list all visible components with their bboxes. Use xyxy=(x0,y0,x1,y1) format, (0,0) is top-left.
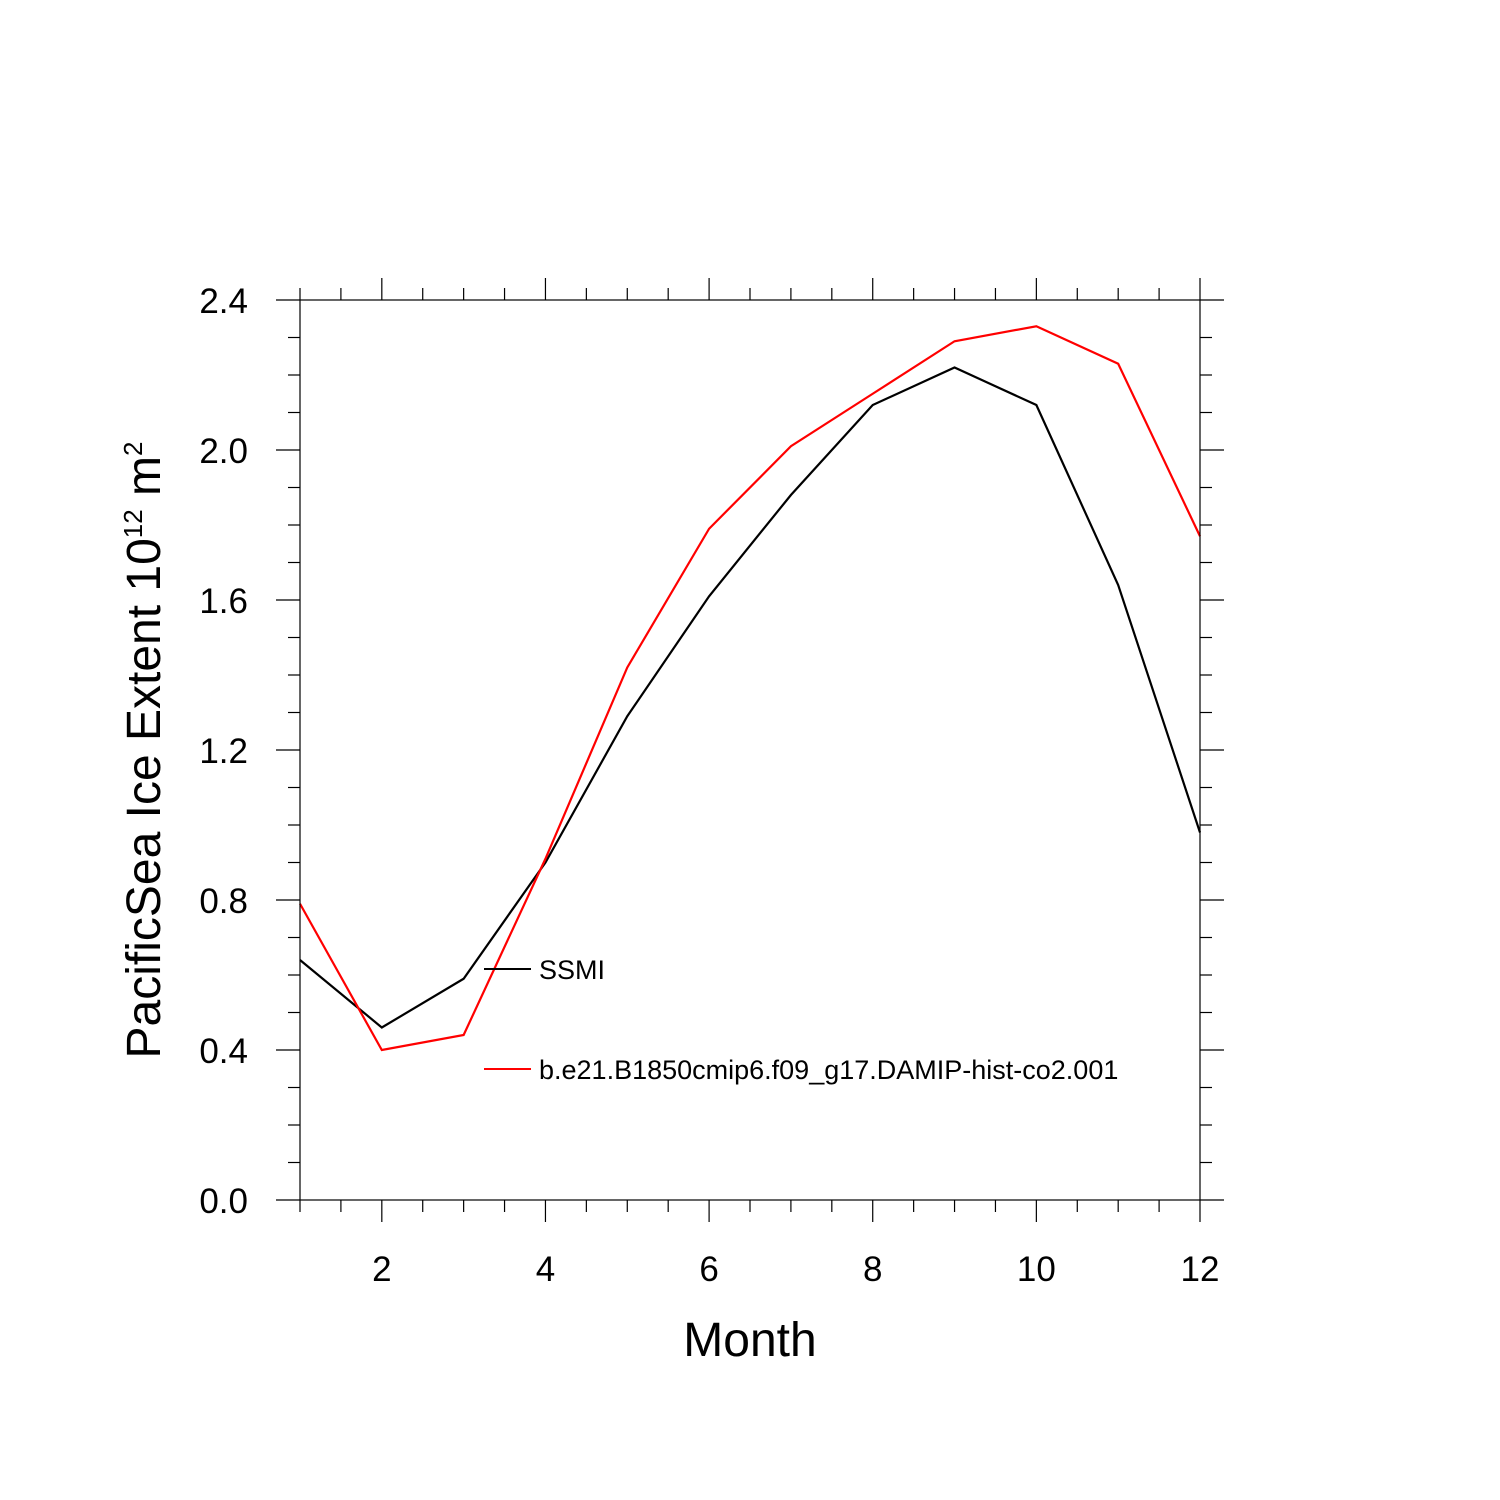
y-tick-label: 1.6 xyxy=(199,582,248,621)
x-tick-label: 10 xyxy=(1017,1250,1056,1289)
x-tick-label: 4 xyxy=(536,1250,555,1289)
legend-label-damip: b.e21.B1850cmip6.f09_g17.DAMIP-hist-co2.… xyxy=(539,1055,1118,1085)
y-tick-label: 0.0 xyxy=(199,1182,248,1221)
x-tick-label: 12 xyxy=(1181,1250,1220,1289)
legend-label-ssmi: SSMI xyxy=(539,955,605,985)
y-tick-label: 0.8 xyxy=(199,882,248,921)
y-axis-title-unit: m xyxy=(118,456,171,509)
y-axis-title-text: PacificSea Ice Extent 10 xyxy=(118,538,171,1058)
major-ticks xyxy=(276,278,1224,1222)
series-lines xyxy=(299,325,1202,1052)
y-axis-title-exponent: 12 xyxy=(118,509,148,538)
x-axis-title: Month xyxy=(683,1314,816,1367)
y-tick-label: 2.0 xyxy=(199,432,248,471)
y-axis-title-unit-exponent: 2 xyxy=(118,441,148,455)
series-line-damip-hist-co2 xyxy=(299,325,1201,1052)
plot-frame xyxy=(299,299,1201,1201)
tick-labels: 2 4 6 8 10 12 0.0 0.4 0.8 1.2 1.6 2.0 2.4 xyxy=(199,282,1219,1289)
legend: SSMI b.e21.B1850cmip6.f09_g17.DAMIP-hist… xyxy=(484,955,1118,1085)
x-tick-label: 6 xyxy=(699,1250,718,1289)
series-line-ssmi xyxy=(299,366,1202,1029)
x-tick-label: 2 xyxy=(372,1250,391,1289)
y-tick-label: 1.2 xyxy=(199,732,248,771)
x-tick-label: 8 xyxy=(863,1250,882,1289)
y-tick-label: 0.4 xyxy=(199,1032,248,1071)
y-tick-label: 2.4 xyxy=(199,282,248,321)
minor-ticks xyxy=(288,288,1212,1212)
y-axis-title: PacificSea Ice Extent 1012 m2 xyxy=(118,441,171,1058)
